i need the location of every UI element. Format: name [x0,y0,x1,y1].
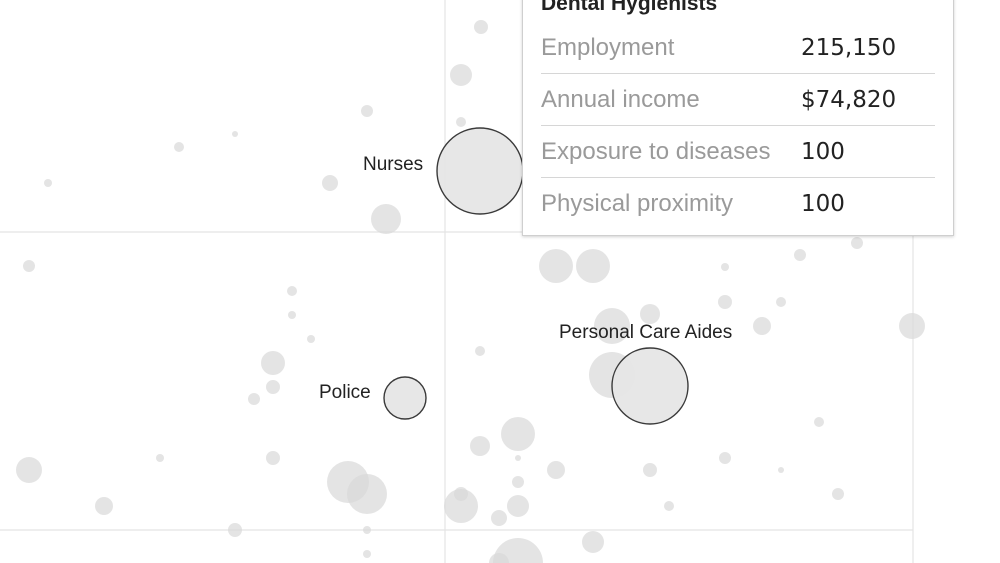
bubble[interactable] [640,304,660,324]
tooltip-title: Dental Hygienists [541,0,718,15]
bubble[interactable] [361,105,373,117]
bubble[interactable] [664,501,674,511]
bubble-police[interactable] [383,376,427,420]
tooltip-label: Employment [541,33,675,61]
bubble[interactable] [16,457,42,483]
bubble[interactable] [95,497,113,515]
bubble[interactable] [899,313,925,339]
bubble[interactable] [718,295,732,309]
bubble[interactable] [287,286,297,296]
bubble[interactable] [719,452,731,464]
bubble[interactable] [44,179,52,187]
tooltip: Dental Hygienists Employment 215,150 Ann… [522,0,954,236]
bubble[interactable] [450,64,472,86]
bubble[interactable] [778,467,784,473]
tooltip-value: 100 [801,190,845,217]
bubble[interactable] [794,249,806,261]
bubble[interactable] [307,335,315,343]
bubble[interactable] [851,237,863,249]
bubble[interactable] [347,474,387,514]
bubble-nurses[interactable] [436,127,524,215]
bubble[interactable] [174,142,184,152]
bubble[interactable] [363,526,371,534]
bubble[interactable] [248,393,260,405]
bubble[interactable] [23,260,35,272]
tooltip-label: Physical proximity [541,189,734,217]
bubble[interactable] [594,308,630,344]
bubble[interactable] [512,476,524,488]
bubble[interactable] [266,380,280,394]
bubbles [16,20,925,563]
bubble[interactable] [456,117,466,127]
bubble[interactable] [643,463,657,477]
bubble[interactable] [261,351,285,375]
bubble[interactable] [832,488,844,500]
label-nurses: Nurses [363,154,423,175]
tooltip-label: Annual income [541,85,700,113]
bubble[interactable] [322,175,338,191]
bubble[interactable] [515,455,521,461]
bubble[interactable] [363,550,371,558]
bubble[interactable] [753,317,771,335]
bubble[interactable] [507,495,529,517]
bubble-personal-care-aides[interactable] [611,347,689,425]
bubble[interactable] [475,346,485,356]
bubble[interactable] [266,451,280,465]
label-police: Police [319,382,371,403]
tooltip-value: $74,820 [801,86,897,113]
bubble[interactable] [371,204,401,234]
bubble[interactable] [547,461,565,479]
highlighted-bubbles [383,127,689,425]
bubble[interactable] [228,523,242,537]
bubble[interactable] [232,131,238,137]
bubble[interactable] [474,20,488,34]
tooltip-row: Annual income $74,820 [541,74,935,126]
tooltip-value: 215,150 [801,34,897,61]
bubble[interactable] [814,417,824,427]
bubble[interactable] [721,263,729,271]
bubble[interactable] [539,249,573,283]
tooltip-row: Exposure to diseases 100 [541,126,935,178]
tooltip-value: 100 [801,138,845,165]
bubble[interactable] [444,489,478,523]
bubble[interactable] [576,249,610,283]
bubble[interactable] [582,531,604,553]
bubble[interactable] [491,510,507,526]
tooltip-row: Physical proximity 100 [541,178,935,229]
tooltip-label: Exposure to diseases [541,137,771,165]
tooltip-row: Employment 215,150 [541,22,935,74]
bubble[interactable] [501,417,535,451]
bubble[interactable] [470,436,490,456]
bubble[interactable] [776,297,786,307]
bubble[interactable] [489,553,509,563]
label-personal-care-aides: Personal Care Aides [559,322,732,343]
bubble[interactable] [156,454,164,462]
bubble[interactable] [288,311,296,319]
